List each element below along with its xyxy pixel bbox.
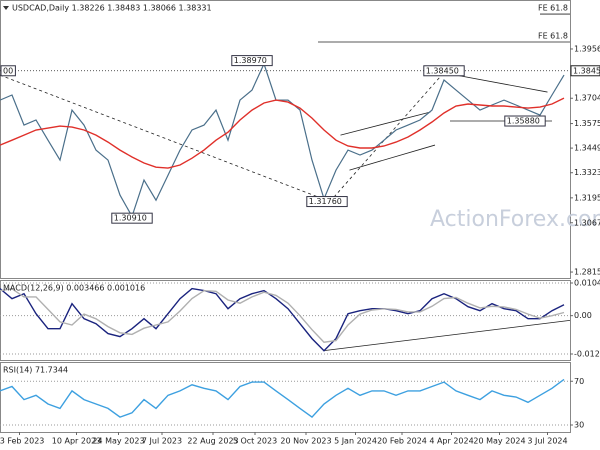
trend-line [329,70,446,202]
series-line [0,287,565,352]
y-tick-label: 1.37045 [574,94,600,103]
x-tick-label: 23 Feb 2023 [0,437,44,446]
last-price-label: 1.38450 [573,66,600,75]
price-label-box [231,55,273,67]
last-price-box [570,65,600,77]
price-label-box [306,196,348,208]
price-label: 1.30910 [114,214,147,223]
price-label: 00 [3,66,13,75]
trend-line [340,111,431,136]
panel-frame [0,280,571,361]
series-line [0,97,565,169]
y-tick-label: 1.31950 [574,193,600,202]
panel-frame [0,362,571,433]
title-icon [3,6,9,10]
level-label: FE 61.8 [538,32,568,41]
y-tick-label: 1.33235 [574,168,600,177]
y-tick-label: 0.00 [574,311,592,320]
price-label-box [423,65,465,77]
price-label-box [0,65,16,77]
x-tick-label: 20 May 2024 [473,437,525,446]
price-label: 1.38450 [426,66,459,75]
series-line [0,62,565,218]
y-tick-label: 1.39565 [574,44,600,53]
trend-line [0,74,331,202]
y-tick-label: 70 [574,377,584,386]
x-tick-label: 5 Jan 2024 [334,437,377,446]
watermark: ActionForex.com [430,207,600,232]
plot [0,13,570,218]
y-tick-label: 0.010457 [574,279,600,288]
y-tick-label: 1.34495 [574,144,600,153]
y-tick-label: 1.35750 [574,119,600,128]
price-label: 1.31760 [309,197,342,206]
x-tick-label: 20 Nov 2023 [280,437,331,446]
y-tick-label: 1.28155 [574,268,600,277]
panel-title: RSI(14) 71.7344 [3,366,68,375]
price-label: 1.38970 [234,56,267,65]
trend-line [445,72,548,93]
x-tick-label: 5 Oct 2023 [233,437,277,446]
price-label: 1.35880 [507,117,540,126]
y-tick-label: 1.30675 [574,218,600,227]
x-tick-label: 10 Apr 2023 [52,437,101,446]
y-tick-label: -0.012276 [574,350,600,359]
panel-title: USDCAD,Daily 1.38226 1.38483 1.38066 1.3… [12,4,212,13]
x-tick-label: 24 May 2023 [92,437,144,446]
price-label-box [504,115,546,127]
trend-line [323,319,570,352]
x-tick-label: 3 Jul 2024 [527,437,567,446]
x-tick-label: 22 Aug 2023 [187,437,238,446]
series-line [0,378,565,419]
x-tick-label: 20 Feb 2024 [377,437,427,446]
series-line [0,288,565,343]
y-tick-label: 30 [574,421,584,430]
panel-frame [0,0,571,279]
x-tick-label: 7 Jul 2023 [142,437,182,446]
plot [0,282,570,355]
trend-line [349,144,436,171]
plot [0,378,570,426]
panel-title: MACD(12,26,9) 0.003466 0.001016 [3,284,145,293]
x-tick-label: 4 Apr 2024 [429,437,473,446]
price-label-box [111,212,153,224]
level-label: FE 61.8 [538,4,568,13]
